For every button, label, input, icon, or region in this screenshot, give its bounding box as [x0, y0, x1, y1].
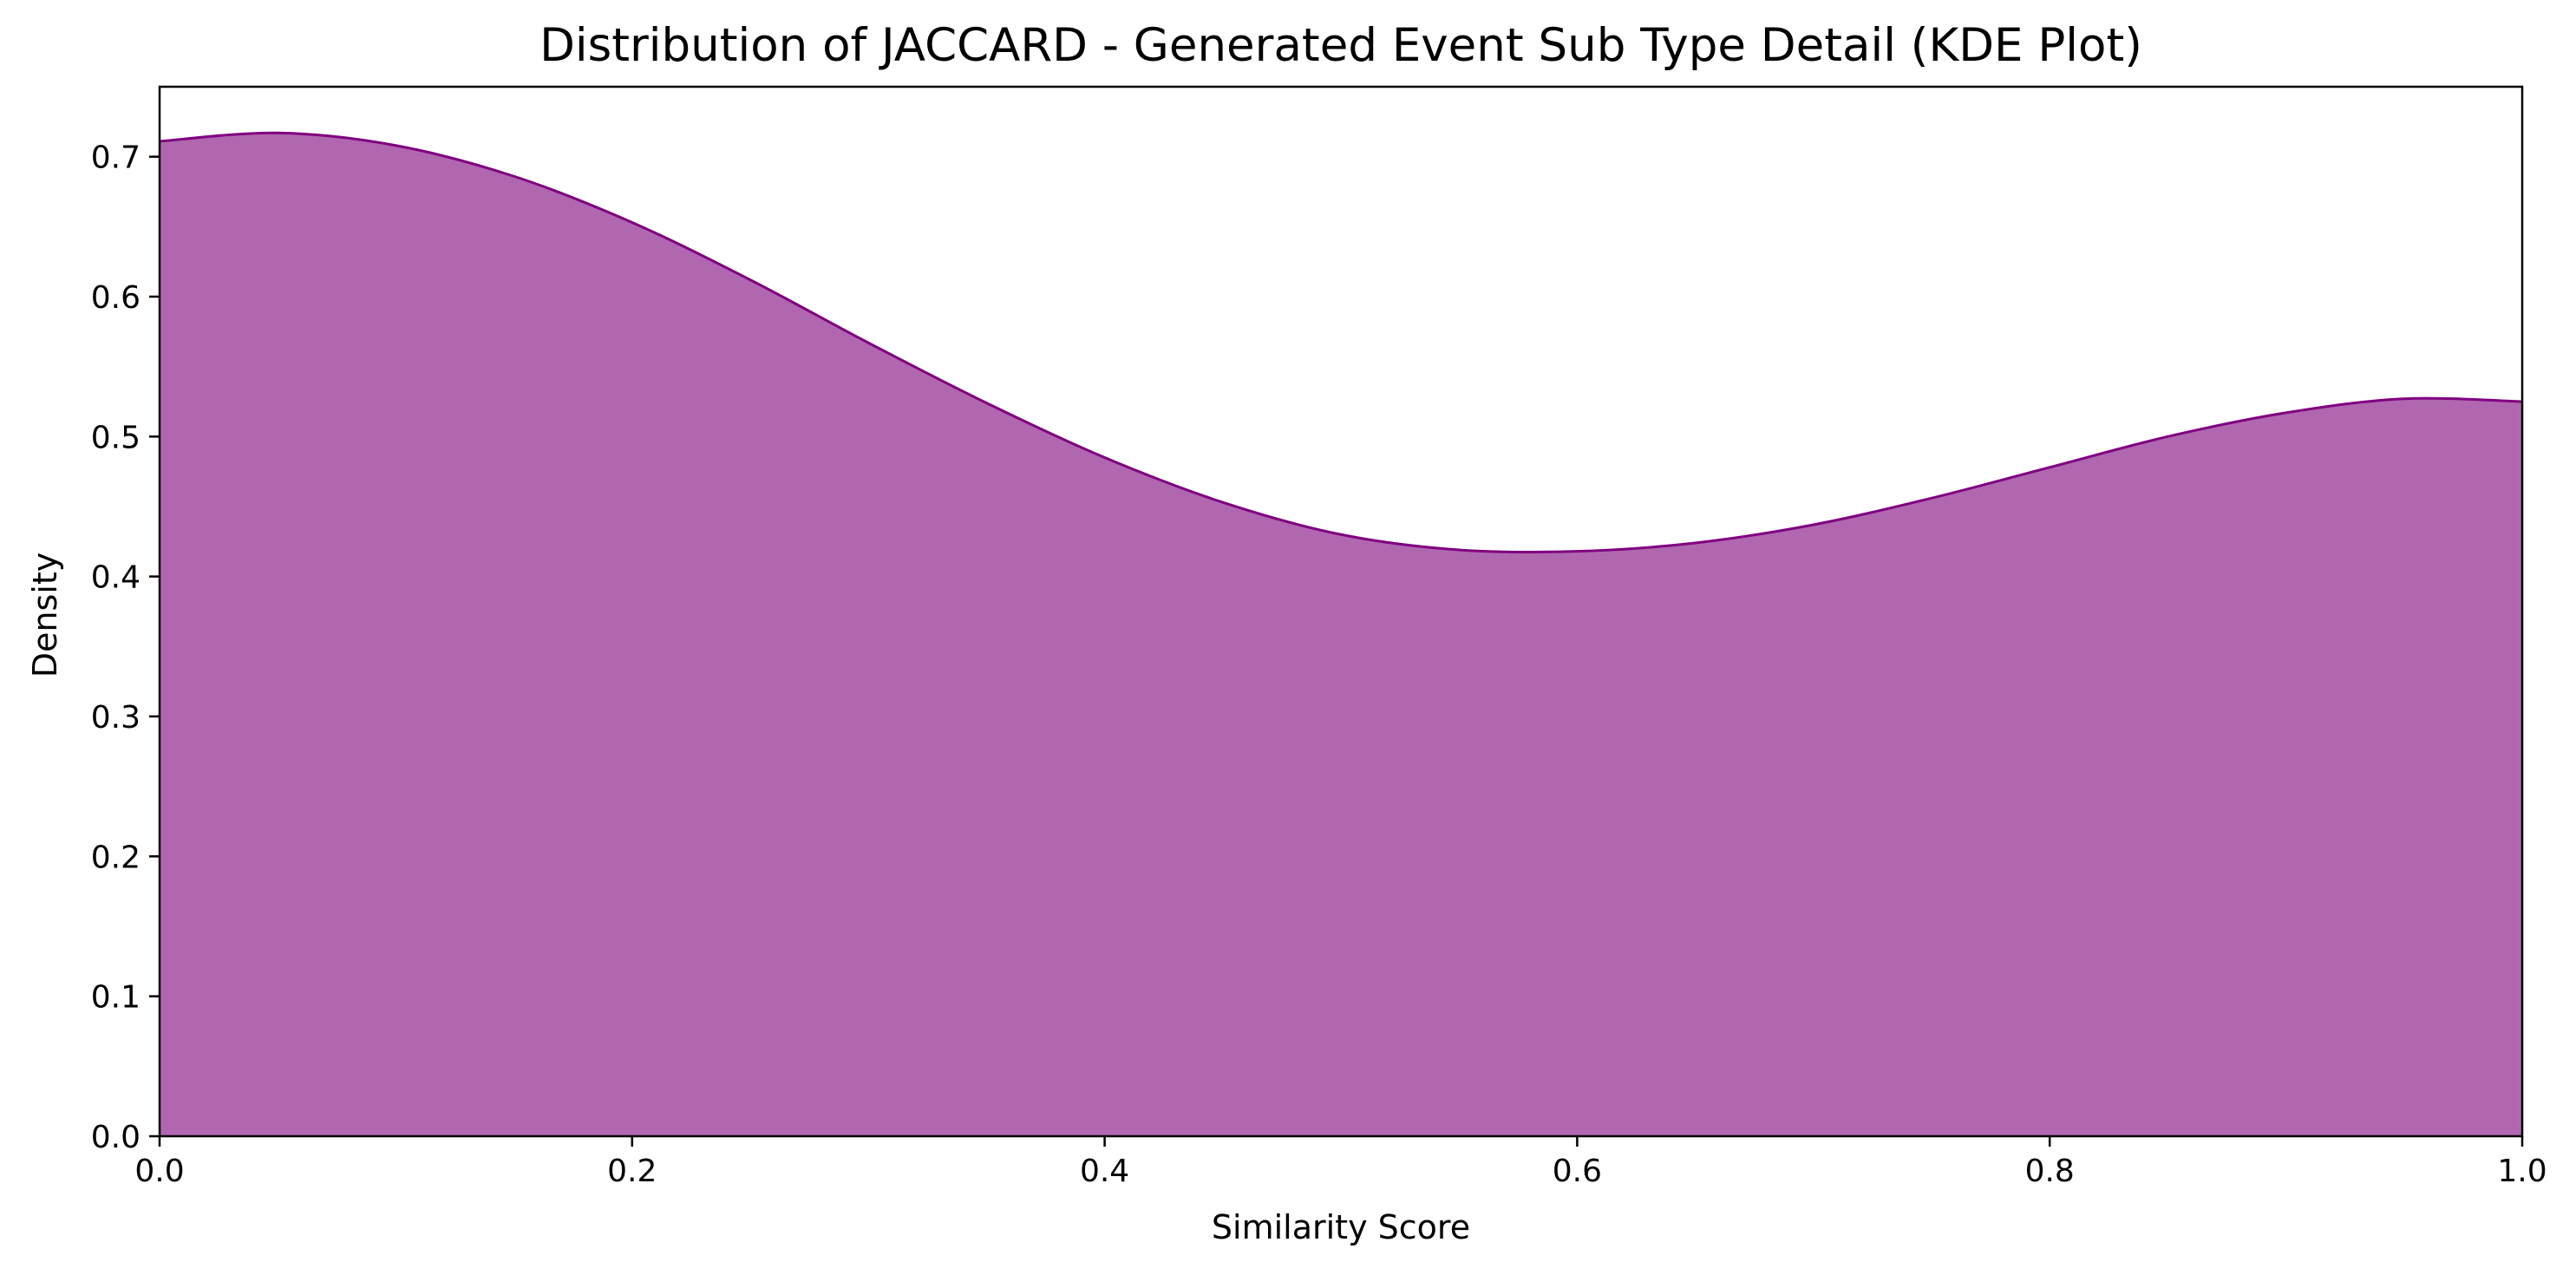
x-tick-label: 0.6 — [1553, 1154, 1602, 1189]
y-axis-ticks: 0.0 0.1 0.2 0.3 0.4 0.5 0.6 0.7 — [91, 141, 160, 1155]
x-tick-label: 0.4 — [1080, 1154, 1129, 1189]
x-tick-label: 0.2 — [607, 1154, 657, 1189]
kde-area-fill — [160, 133, 2522, 1137]
y-tick-label: 0.7 — [91, 141, 141, 176]
kde-density-line — [159, 131, 2523, 554]
y-tick-label: 0.5 — [91, 420, 141, 455]
chart-title: Distribution of JACCARD - Generated Even… — [539, 19, 2142, 72]
y-tick-label: 0.2 — [91, 840, 141, 875]
y-axis-label: Density — [26, 552, 64, 677]
y-tick-label: 0.4 — [91, 560, 141, 596]
x-tick-label: 0.0 — [134, 1154, 184, 1189]
x-axis-ticks: 0.0 0.2 0.4 0.6 0.8 1.0 — [134, 1136, 2547, 1189]
x-axis-label: Similarity Score — [1212, 1208, 1470, 1246]
y-tick-label: 0.6 — [91, 280, 141, 316]
x-tick-label: 0.8 — [2025, 1154, 2075, 1189]
plot-area — [159, 131, 2523, 1137]
x-tick-label: 1.0 — [2497, 1154, 2547, 1189]
y-tick-label: 0.0 — [91, 1120, 141, 1155]
y-tick-label: 0.1 — [91, 980, 141, 1016]
y-tick-label: 0.3 — [91, 700, 141, 736]
axes-frame — [158, 85, 2524, 1138]
